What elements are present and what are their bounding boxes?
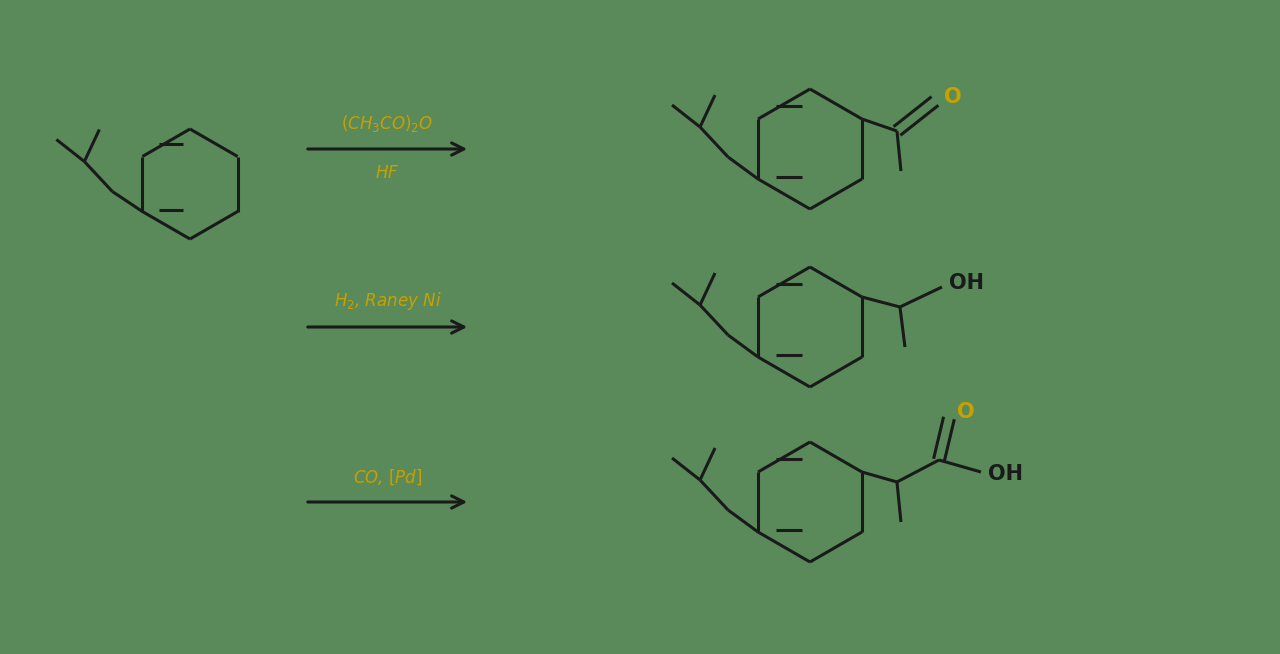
Text: $HF$: $HF$	[375, 164, 399, 182]
Text: O: O	[957, 402, 974, 422]
Text: OH: OH	[948, 273, 984, 293]
Text: $CO$, $[Pd]$: $CO$, $[Pd]$	[353, 468, 422, 487]
Text: O: O	[943, 87, 961, 107]
Text: $H_2$, Raney Ni: $H_2$, Raney Ni	[334, 290, 442, 312]
Text: OH: OH	[988, 464, 1023, 484]
Text: $(CH_3CO)_2O$: $(CH_3CO)_2O$	[342, 113, 434, 134]
